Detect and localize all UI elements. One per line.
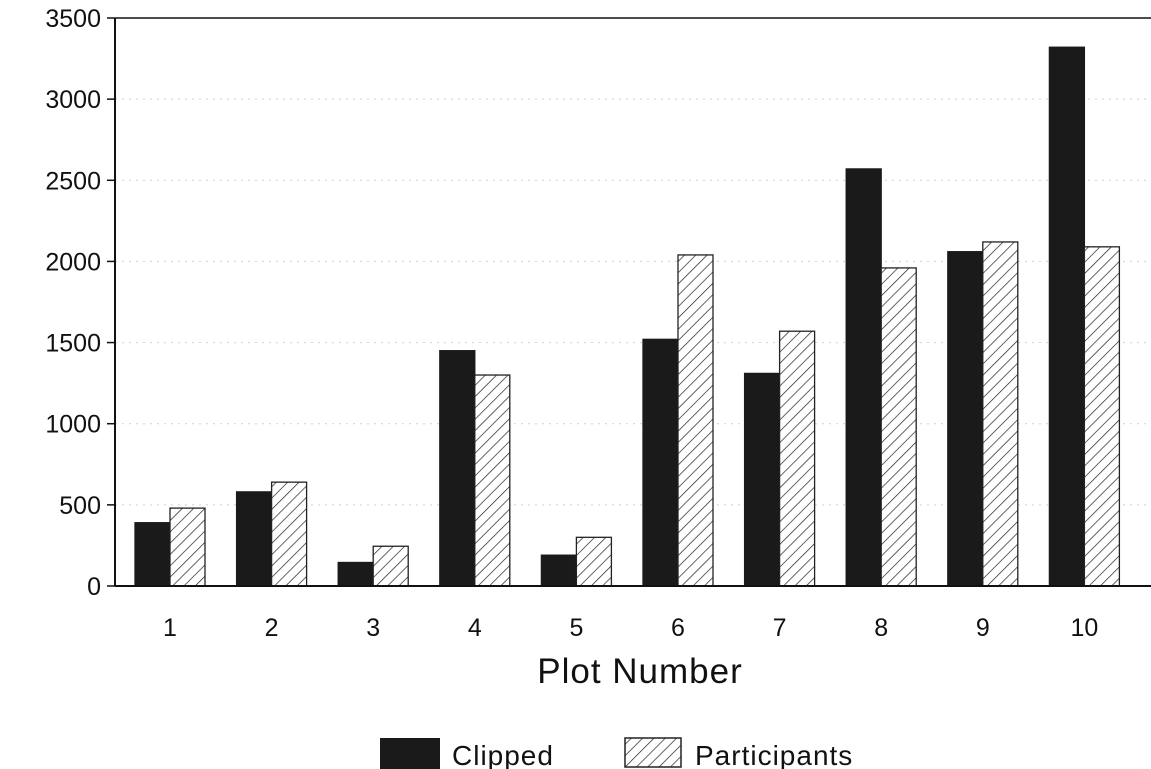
- gridlines: [115, 98, 1151, 506]
- axes: [114, 17, 1151, 587]
- bar-participants-4: [474, 374, 511, 587]
- bar-participants-5: [575, 536, 613, 587]
- x-tick-label: 4: [468, 614, 482, 642]
- bar-participants-8: [880, 267, 917, 587]
- legend-swatch-clipped: [380, 738, 440, 769]
- bar-participants-10: [1083, 246, 1121, 587]
- x-tick-label: 2: [265, 614, 279, 642]
- y-tick-label: 3500: [45, 5, 101, 33]
- bar-participants-1: [169, 507, 206, 587]
- bar-clipped-2: [235, 491, 273, 587]
- legend-swatch-participants: [624, 737, 682, 768]
- bar-participants-3: [372, 545, 409, 587]
- x-tick-label: 3: [366, 614, 380, 642]
- x-axis-label: Plot Number: [537, 652, 743, 691]
- bar-participants-7: [778, 330, 816, 587]
- bar-clipped-3: [337, 561, 374, 587]
- x-tick-label: 10: [1070, 614, 1098, 642]
- bar-clipped-5: [540, 554, 578, 587]
- bar-clipped-7: [743, 372, 781, 587]
- bar-participants-2: [270, 481, 308, 587]
- x-tick-label: 8: [874, 614, 888, 642]
- y-tick-label: 1000: [45, 411, 101, 439]
- bar-clipped-6: [642, 338, 679, 587]
- y-tick-label: 3000: [45, 86, 101, 114]
- x-tick-label: 6: [671, 614, 685, 642]
- x-tick-label: 1: [163, 614, 177, 642]
- bars: [134, 46, 1121, 587]
- bar-participants-6: [677, 254, 714, 587]
- y-tick-label: 2000: [45, 248, 101, 276]
- y-tick-labels: 0 500 1000 1500 2000 2500 3000 3500: [45, 5, 115, 601]
- bar-clipped-8: [845, 168, 882, 587]
- y-tick-label: 500: [59, 492, 101, 520]
- bar-clipped-1: [134, 522, 171, 587]
- x-tick-label: 5: [569, 614, 583, 642]
- x-tick-label: 7: [773, 614, 787, 642]
- bar-clipped-10: [1048, 46, 1086, 587]
- bar-clipped-9: [947, 251, 984, 587]
- x-tick-labels: 1 2 3 4 5 6 7 8 9 10: [163, 614, 1098, 642]
- y-tick-label: 2500: [45, 167, 101, 195]
- x-tick-label: 9: [976, 614, 990, 642]
- y-tick-label: 0: [87, 573, 101, 601]
- bar-participants-9: [982, 241, 1019, 587]
- bar-clipped-4: [439, 350, 476, 587]
- legend-label-participants: Participants: [695, 740, 853, 769]
- legend: Clipped Participants: [380, 737, 853, 769]
- y-tick-label: 1500: [45, 330, 101, 358]
- legend-label-clipped: Clipped: [452, 740, 554, 769]
